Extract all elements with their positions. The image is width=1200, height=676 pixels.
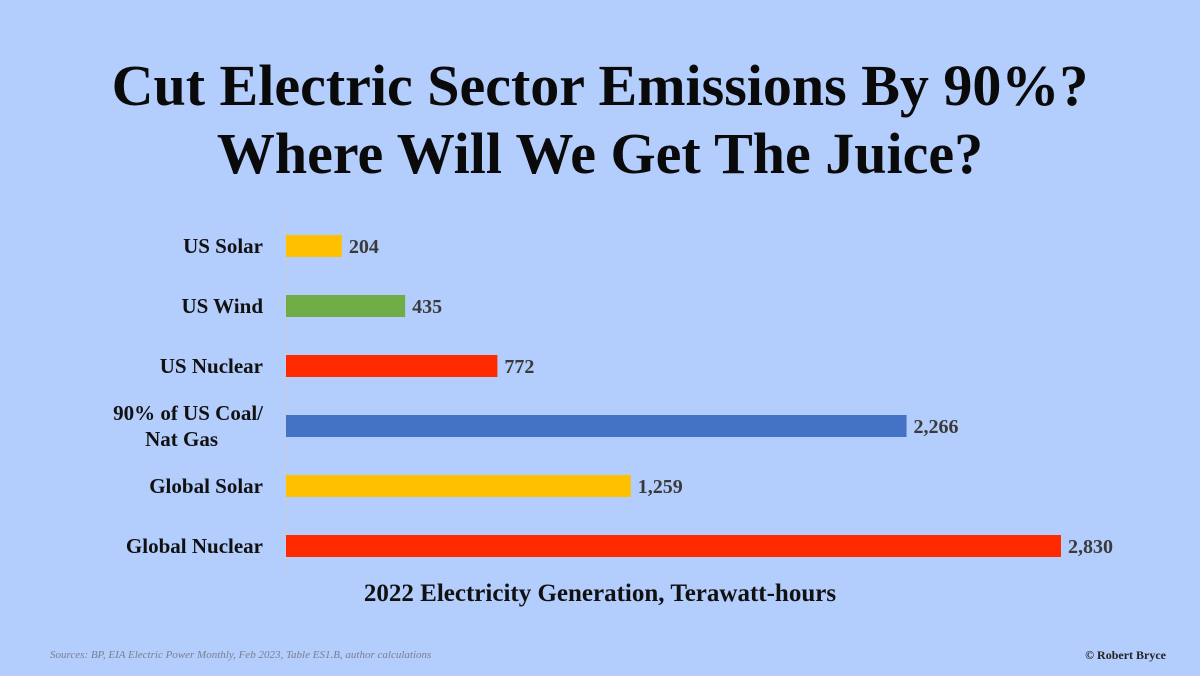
value-label-0: 204: [349, 236, 379, 258]
x-axis-label: 2022 Electricity Generation, Terawatt-ho…: [363, 580, 837, 607]
category-label-5: Global Nuclear: [126, 534, 263, 558]
bar-1: [286, 295, 406, 317]
value-label-4: 1,259: [638, 476, 683, 498]
value-label-2: 772: [504, 356, 534, 378]
bar-2: [286, 355, 498, 377]
value-label-5: 2,830: [1068, 536, 1113, 558]
category-label-3: 90% of US Coal/Nat Gas: [113, 401, 264, 451]
category-label-2: US Nuclear: [160, 354, 263, 378]
source-note: Sources: BP, EIA Electric Power Monthly,…: [50, 649, 432, 661]
title-line-1: Cut Electric Sector Emissions By 90%?: [111, 53, 1089, 118]
category-label-1: US Wind: [181, 294, 263, 318]
bar-3: [286, 415, 907, 437]
value-label-3: 2,266: [914, 416, 959, 438]
category-label-4: Global Solar: [149, 474, 263, 498]
bar-0: [286, 235, 342, 257]
chart-title: Cut Electric Sector Emissions By 90%? Wh…: [0, 52, 1200, 188]
bar-5: [286, 535, 1061, 557]
value-label-1: 435: [412, 296, 442, 318]
copyright-credit: © Robert Bryce: [1085, 648, 1166, 662]
category-label-0: US Solar: [183, 234, 263, 258]
title-line-2: Where Will We Get The Juice?: [216, 121, 984, 186]
bar-4: [286, 475, 631, 497]
